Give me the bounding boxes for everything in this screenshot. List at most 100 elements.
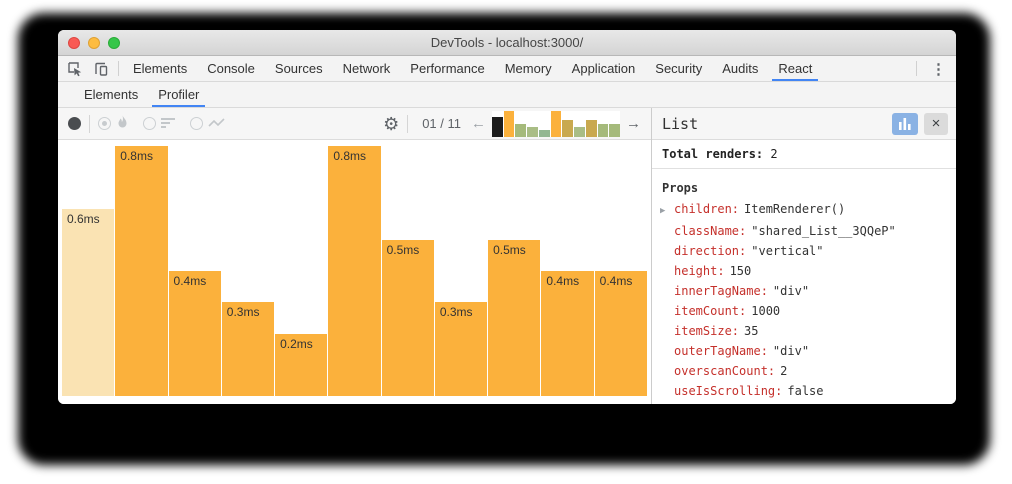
- prop-value: 1000: [751, 304, 781, 318]
- interactions-view-radio[interactable]: [190, 117, 226, 131]
- props-list: ▶ children: ItemRenderer() className: "share…: [652, 199, 956, 404]
- close-window-button[interactable]: [68, 36, 80, 49]
- titlebar: DevTools - localhost:3000/: [58, 30, 956, 56]
- panel-body: Total renders: 2 Props ▶ children: ItemRen…: [652, 140, 956, 404]
- bar-duration-label: 0.8ms: [120, 149, 153, 163]
- minimize-window-button[interactable]: [88, 36, 100, 49]
- inspect-element-icon[interactable]: [66, 60, 84, 78]
- prop-row-height: height: 150: [652, 261, 956, 281]
- prop-value: "shared_List__3QQeP": [751, 224, 896, 238]
- prop-name: useIsScrolling:: [674, 384, 783, 398]
- devtools-menu-icon[interactable]: ⋮: [931, 60, 946, 78]
- tab-audits[interactable]: Audits: [722, 61, 759, 76]
- prop-name: height:: [674, 264, 725, 278]
- commit-bar-6[interactable]: 0.8ms: [328, 146, 381, 396]
- tab-sources[interactable]: Sources: [274, 61, 323, 76]
- commit-bar-3[interactable]: 0.4ms: [168, 271, 221, 396]
- commit-bar-2[interactable]: 0.8ms: [115, 146, 168, 396]
- prop-row-outerTagName: outerTagName: "div": [652, 341, 956, 361]
- props-heading: Props: [662, 181, 699, 195]
- toolbar-icons: [58, 56, 114, 81]
- tab-memory[interactable]: Memory: [504, 61, 552, 76]
- commit-bar-5[interactable]: 0.2ms: [275, 333, 328, 396]
- tab-network[interactable]: Network: [342, 61, 391, 76]
- minimap-bar-7[interactable]: [562, 120, 574, 137]
- tab-application[interactable]: Application: [571, 61, 636, 76]
- bar-duration-label: 0.3ms: [226, 305, 260, 320]
- commit-bar-4[interactable]: 0.3ms: [221, 302, 275, 396]
- component-name: List: [662, 114, 699, 133]
- tab-security[interactable]: Security: [655, 61, 703, 76]
- gear-icon[interactable]: ⚙: [383, 113, 400, 134]
- minimap-bar-1-selected[interactable]: [492, 117, 503, 137]
- prop-name: width:: [674, 401, 717, 404]
- component-detail-panel: List × Total renders: 2 Props ▶ children:…: [651, 108, 956, 404]
- react-tab-elements[interactable]: Elements: [84, 87, 139, 102]
- commit-bar-9[interactable]: 0.5ms: [488, 239, 541, 396]
- prop-name: itemSize:: [674, 324, 740, 338]
- profiler-column: ⚙ 01 / 11 ← → 0.6ms 0.8ms 0.4ms 0.3ms 0.2ms 0…: [58, 108, 651, 404]
- prop-row-children: ▶ children: ItemRenderer(): [652, 199, 956, 221]
- tab-elements[interactable]: Elements: [133, 61, 188, 76]
- record-button[interactable]: [68, 117, 81, 130]
- bar-duration-label: 0.4ms: [173, 274, 207, 288]
- ranked-view-radio[interactable]: [143, 117, 176, 131]
- main-tabs: Elements Console Sources Network Performance…: [123, 56, 822, 81]
- minimap-bar-6[interactable]: [550, 110, 562, 137]
- divider: [916, 61, 917, 76]
- close-panel-button[interactable]: ×: [924, 112, 948, 135]
- bar-duration-label: 0.5ms: [493, 242, 526, 257]
- previous-snapshot-button[interactable]: ←: [471, 115, 486, 132]
- minimap-bar-8[interactable]: [574, 126, 585, 137]
- prop-value: "div": [772, 284, 810, 298]
- minimap-bar-3[interactable]: [515, 123, 527, 137]
- commit-bar-1[interactable]: 0.6ms: [62, 208, 115, 396]
- prop-row-itemSize: itemSize: 35: [652, 321, 956, 341]
- total-renders-row: Total renders: 2: [652, 140, 956, 169]
- prop-name: className:: [674, 224, 747, 238]
- expand-arrow-icon[interactable]: ▶: [660, 206, 666, 216]
- minimap-bar-11[interactable]: [609, 123, 621, 137]
- devtools-window: DevTools - localhost:3000/: [58, 30, 956, 404]
- prop-row-className: className: "shared_List__3QQeP": [652, 221, 956, 241]
- component-chart-button[interactable]: [892, 112, 918, 135]
- bar-duration-label: 0.2ms: [280, 336, 313, 351]
- snapshot-minimap: [492, 110, 621, 137]
- tab-react[interactable]: React: [768, 56, 822, 81]
- next-snapshot-button[interactable]: →: [626, 115, 641, 132]
- tab-console[interactable]: Console: [207, 61, 255, 76]
- prop-name: outerTagName:: [674, 344, 768, 358]
- device-toolbar-icon[interactable]: [92, 60, 110, 78]
- prop-row-itemCount: itemCount: 1000: [652, 301, 956, 321]
- total-renders-value: 2: [770, 147, 778, 161]
- prop-value: "div": [772, 344, 810, 358]
- bar-duration-label: 0.5ms: [386, 242, 420, 257]
- commit-bar-8[interactable]: 0.3ms: [434, 302, 488, 396]
- tab-performance[interactable]: Performance: [410, 61, 485, 76]
- line-chart-icon: [208, 117, 226, 131]
- minimap-bar-10[interactable]: [597, 123, 609, 137]
- minimap-bar-2[interactable]: [503, 110, 515, 137]
- commit-bar-7[interactable]: 0.5ms: [381, 239, 434, 396]
- prop-value: 2: [780, 364, 788, 378]
- commit-bar-10[interactable]: 0.4ms: [541, 271, 594, 396]
- minimap-bar-5[interactable]: [538, 130, 550, 137]
- zoom-window-button[interactable]: [108, 36, 120, 49]
- react-sub-tabbar: Elements Profiler: [58, 82, 956, 108]
- flamegraph-view-radio[interactable]: [98, 115, 129, 132]
- total-renders-label: Total renders:: [662, 147, 764, 161]
- bar-duration-label: 0.4ms: [546, 274, 580, 288]
- commit-bar-11[interactable]: 0.4ms: [594, 271, 647, 396]
- panel-header: List ×: [652, 108, 956, 140]
- prop-name: direction:: [674, 244, 747, 258]
- prop-value: 300: [722, 401, 744, 404]
- minimap-bar-4[interactable]: [527, 126, 538, 137]
- ranked-chart-icon: [161, 117, 176, 131]
- prop-value: ItemRenderer(): [744, 202, 846, 216]
- prop-name: children:: [674, 202, 740, 216]
- minimap-bar-9[interactable]: [585, 120, 597, 137]
- prop-name: overscanCount:: [674, 364, 776, 378]
- react-tab-profiler[interactable]: Profiler: [148, 82, 209, 107]
- profiler-toolbar: ⚙ 01 / 11 ← →: [58, 108, 651, 140]
- prop-name: innerTagName:: [674, 284, 768, 298]
